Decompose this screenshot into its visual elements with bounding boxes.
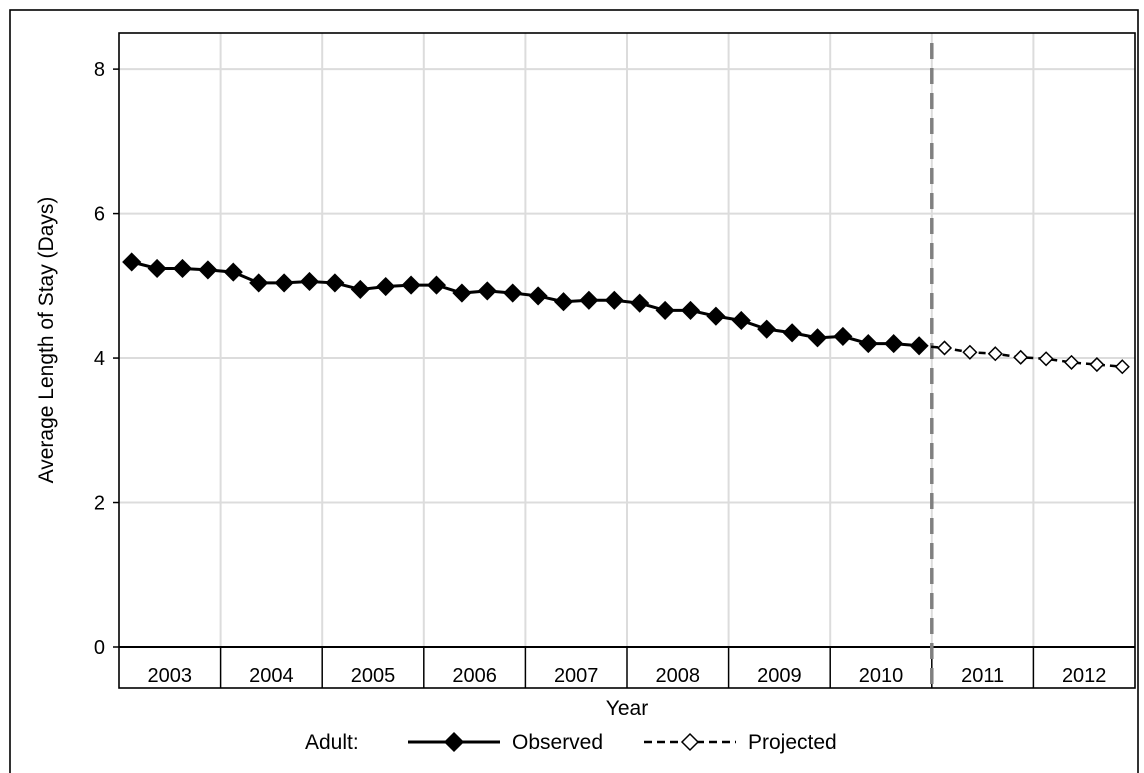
observed-point: [680, 300, 701, 320]
projected-point: [987, 346, 1003, 362]
y-tick-label: 6: [94, 204, 105, 226]
observed-point: [299, 271, 320, 292]
legend-prefix: Adult:: [305, 731, 359, 754]
observed-point: [147, 258, 167, 279]
observed-point: [706, 306, 726, 326]
observed-point: [655, 300, 675, 320]
observed-point: [325, 273, 345, 293]
projected-point: [1013, 349, 1029, 365]
observed-point: [401, 275, 421, 295]
x-tick-label: 2006: [452, 665, 497, 687]
observed-point: [477, 281, 497, 301]
observed-point: [122, 252, 142, 272]
x-tick-label: 2011: [961, 665, 1004, 687]
observed-point: [198, 260, 218, 280]
projected-point: [1114, 359, 1130, 375]
observed-point: [249, 273, 269, 293]
y-tick-label: 0: [94, 637, 105, 659]
x-tick-label: 2010: [859, 665, 904, 687]
plot-frame: [118, 32, 1136, 689]
observed-point: [909, 336, 929, 356]
outer-frame: [9, 9, 1139, 773]
legend-observed-label: Observed: [512, 731, 603, 754]
x-tick-label: 2005: [351, 665, 396, 687]
x-tick-label: 2004: [249, 665, 294, 687]
observed-point: [782, 323, 802, 343]
observed-point: [884, 334, 904, 354]
observed-point: [528, 286, 548, 306]
observed-point: [833, 326, 853, 346]
observed-point: [579, 290, 599, 310]
legend-observed-swatch: [408, 731, 500, 753]
series-layer: [122, 252, 1130, 375]
observed-point: [172, 258, 193, 279]
x-tick-label: 2008: [656, 665, 701, 687]
observed-point: [630, 293, 650, 313]
observed-point: [452, 283, 472, 303]
projected-point: [936, 340, 953, 356]
x-tick-label: 2003: [148, 665, 193, 687]
x-tick-label: 2012: [1062, 665, 1107, 687]
y-tick-label: 2: [94, 493, 105, 515]
observed-point: [731, 310, 751, 331]
observed-point: [858, 334, 878, 354]
observed-point: [604, 290, 624, 310]
observed-point: [350, 279, 370, 299]
projected-point: [1063, 354, 1080, 370]
axis-layer: 0 2 4 6 8 2003 2004 2005 2006 2007 2008 2009 2010 201…: [94, 32, 1136, 689]
x-axis-title: Year: [606, 697, 648, 720]
y-tick-label: 4: [94, 348, 105, 370]
x-tick-label: 2007: [554, 665, 599, 687]
legend: Adult: Observed Projected: [305, 731, 837, 754]
observed-point: [426, 275, 447, 295]
observed-point: [223, 262, 243, 282]
projected-point: [962, 344, 978, 360]
y-axis-title: Average Length of Stay (Days): [35, 197, 58, 484]
y-tick-label: 8: [94, 59, 105, 81]
projected-point: [1089, 356, 1105, 373]
x-tick-label: 2009: [757, 665, 802, 687]
observed-point: [376, 276, 396, 297]
projected-point: [1038, 351, 1054, 367]
observed-point: [503, 283, 523, 303]
observed-point: [807, 328, 828, 348]
legend-projected-swatch: [644, 732, 736, 752]
observed-point: [274, 273, 294, 293]
observed-point: [553, 292, 574, 312]
observed-point: [757, 319, 777, 339]
legend-projected-label: Projected: [748, 731, 837, 754]
